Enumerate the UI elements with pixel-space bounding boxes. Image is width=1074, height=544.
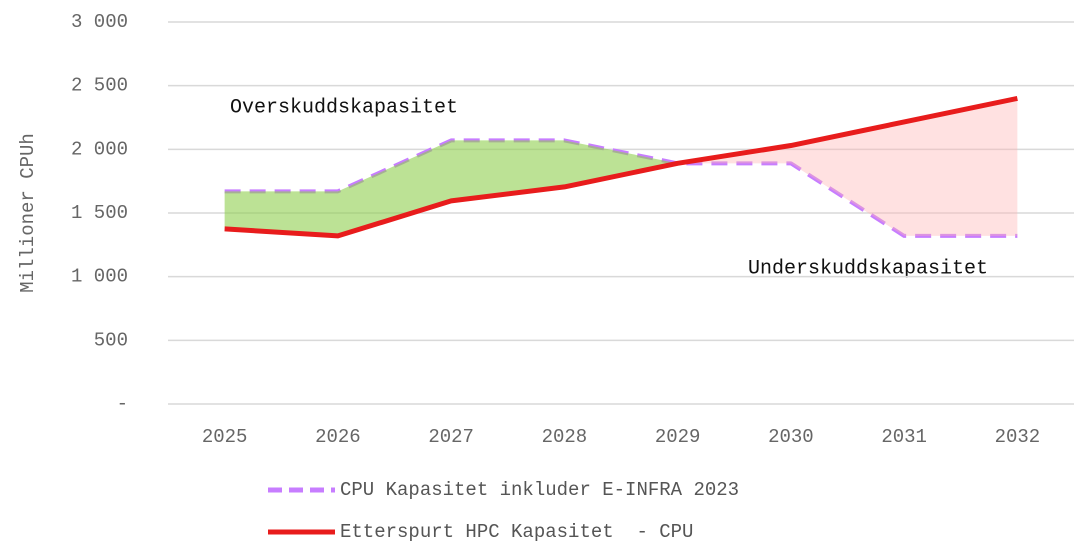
- deficit-area: [677, 98, 1018, 236]
- x-tick-label: 2026: [315, 426, 361, 448]
- y-tick-label: 500: [94, 329, 128, 351]
- x-tick-label: 2029: [655, 426, 701, 448]
- x-tick-label: 2027: [428, 426, 474, 448]
- y-tick-label: -: [117, 393, 128, 415]
- y-tick-label: 3 000: [71, 11, 128, 33]
- y-tick-label: 1 500: [71, 202, 128, 224]
- legend-label: Etterspurt HPC Kapasitet - CPU: [340, 521, 693, 543]
- y-tick-label: 2 500: [71, 75, 128, 97]
- legend-label: CPU Kapasitet inkluder E-INFRA 2023: [340, 479, 739, 501]
- x-tick-label: 2031: [881, 426, 927, 448]
- y-tick-label: 1 000: [71, 266, 128, 288]
- x-tick-label: 2025: [202, 426, 248, 448]
- surplus-area: [224, 140, 678, 236]
- annotation: Underskuddskapasitet: [748, 257, 988, 280]
- annotation: Overskuddskapasitet: [230, 96, 458, 119]
- y-axis-label: Millioner CPUh: [17, 133, 39, 293]
- x-tick-label: 2030: [768, 426, 814, 448]
- x-tick-label: 2028: [542, 426, 588, 448]
- line-series: [224, 95, 1018, 239]
- x-tick-label: 2032: [995, 426, 1041, 448]
- y-tick-label: 2 000: [71, 138, 128, 160]
